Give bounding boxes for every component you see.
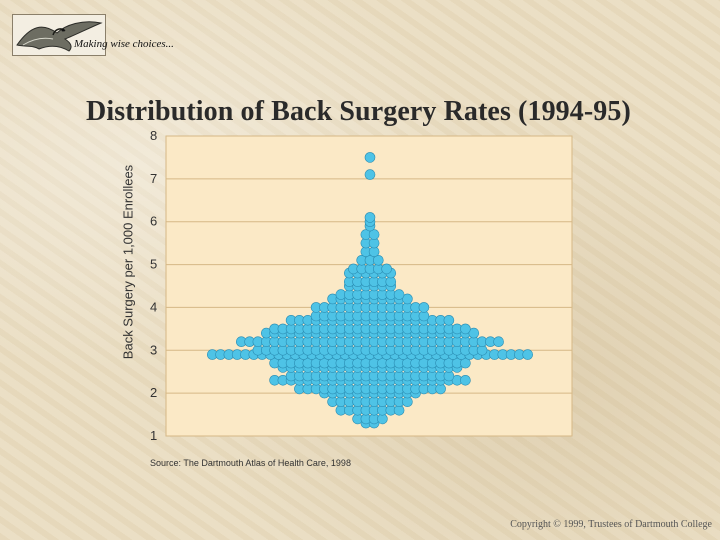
data-point bbox=[402, 293, 413, 305]
data-point bbox=[368, 229, 380, 240]
source-note: Source: The Dartmouth Atlas of Health Ca… bbox=[150, 458, 351, 468]
chart-title: Distribution of Back Surgery Rates (1994… bbox=[86, 96, 631, 127]
data-point bbox=[418, 302, 430, 313]
y-tick-label: 8 bbox=[150, 128, 157, 143]
data-point bbox=[460, 323, 471, 335]
data-point bbox=[460, 374, 471, 386]
data-point bbox=[393, 289, 405, 300]
data-point bbox=[468, 327, 480, 339]
data-point bbox=[381, 263, 392, 275]
data-point bbox=[493, 336, 504, 348]
y-tick-label: 7 bbox=[150, 171, 157, 186]
bird-icon bbox=[16, 21, 103, 52]
data-point bbox=[364, 212, 376, 223]
tagline: Making wise choices... bbox=[74, 38, 174, 50]
y-tick-label: 2 bbox=[150, 385, 157, 400]
y-tick-label: 3 bbox=[150, 342, 157, 357]
data-point bbox=[460, 357, 471, 369]
y-tick-label: 1 bbox=[150, 428, 157, 443]
data-point bbox=[364, 152, 376, 163]
data-point bbox=[372, 254, 384, 266]
y-tick-label: 6 bbox=[150, 214, 157, 229]
data-point bbox=[364, 169, 376, 180]
data-point bbox=[522, 349, 534, 360]
copyright: Copyright © 1999, Trustees of Dartmouth … bbox=[510, 519, 712, 530]
y-tick-label: 5 bbox=[150, 257, 157, 272]
logo bbox=[12, 14, 106, 56]
y-tick-label: 4 bbox=[150, 299, 157, 314]
data-point bbox=[443, 314, 455, 326]
